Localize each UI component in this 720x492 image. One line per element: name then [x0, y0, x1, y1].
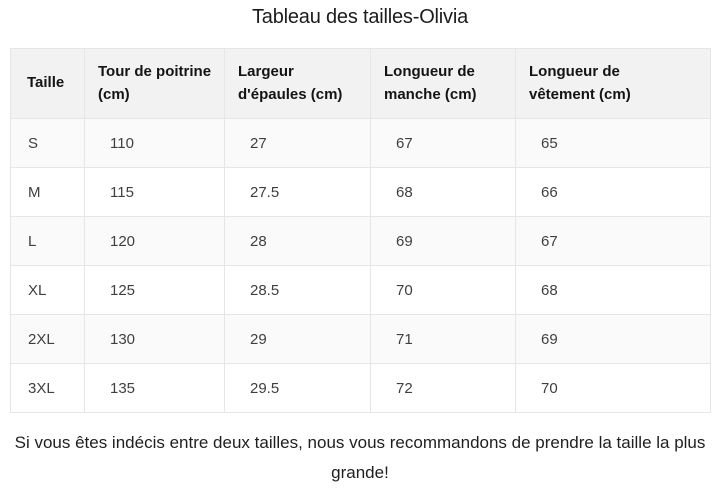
column-header-largeur-epaules: Largeur d'épaules (cm): [224, 48, 371, 119]
epaules-cell: 28.5: [224, 265, 371, 315]
size-cell: 3XL: [10, 363, 85, 413]
manche-cell: 70: [370, 265, 516, 315]
size-cell: M: [10, 167, 85, 217]
column-header-longueur-manche: Longueur de manche (cm): [370, 48, 516, 119]
vetement-cell: 70: [515, 363, 711, 413]
epaules-cell: 29: [224, 314, 371, 364]
vetement-cell: 69: [515, 314, 711, 364]
manche-cell: 69: [370, 216, 516, 266]
column-header-label: Largeur d'épaules (cm): [238, 63, 343, 103]
manche-cell: 71: [370, 314, 516, 364]
epaules-cell: 27.5: [224, 167, 371, 217]
sizing-advice-note: Si vous êtes indécis entre deux tailles,…: [14, 433, 706, 482]
manche-cell: 67: [370, 118, 516, 168]
size-row-2xl: 2XL 130 29 71 69: [10, 314, 711, 364]
size-row-xl: XL 125 28.5 70 68: [10, 265, 711, 315]
size-row-l: L 120 28 69 67: [10, 216, 711, 266]
poitrine-cell: 125: [84, 265, 225, 315]
column-header-tour-de-poitrine: Tour de poitrine (cm): [84, 48, 225, 119]
column-header-taille: Taille: [10, 48, 85, 119]
epaules-cell: 27: [224, 118, 371, 168]
vetement-cell: 65: [515, 118, 711, 168]
vetement-cell: 68: [515, 265, 711, 315]
column-header-longueur-vetement: Longueur de vêtement (cm): [515, 48, 711, 119]
vetement-cell: 66: [515, 167, 711, 217]
manche-cell: 68: [370, 167, 516, 217]
size-cell: S: [10, 118, 85, 168]
page-title: Tableau des tailles-Olivia: [251, 6, 469, 28]
column-header-label: Tour de poitrine (cm): [98, 63, 212, 103]
epaules-cell: 29.5: [224, 363, 371, 413]
column-header-label: Taille: [27, 74, 65, 92]
table-header-row: Taille Tour de poitrine (cm) Largeur d'é…: [10, 48, 711, 119]
poitrine-cell: 130: [84, 314, 225, 364]
size-row-3xl: 3XL 135 29.5 72 70: [10, 363, 711, 413]
epaules-cell: 28: [224, 216, 371, 266]
vetement-cell: 67: [515, 216, 711, 266]
column-header-label: Longueur de manche (cm): [384, 63, 477, 103]
poitrine-cell: 120: [84, 216, 225, 266]
column-header-label: Longueur de vêtement (cm): [529, 63, 631, 103]
size-row-s: S 110 27 67 65: [10, 118, 711, 168]
size-chart-table: Taille Tour de poitrine (cm) Largeur d'é…: [10, 48, 711, 413]
poitrine-cell: 115: [84, 167, 225, 217]
size-cell: L: [10, 216, 85, 266]
size-cell: XL: [10, 265, 85, 315]
manche-cell: 72: [370, 363, 516, 413]
poitrine-cell: 135: [84, 363, 225, 413]
poitrine-cell: 110: [84, 118, 225, 168]
size-row-m: M 115 27.5 68 66: [10, 167, 711, 217]
size-cell: 2XL: [10, 314, 85, 364]
